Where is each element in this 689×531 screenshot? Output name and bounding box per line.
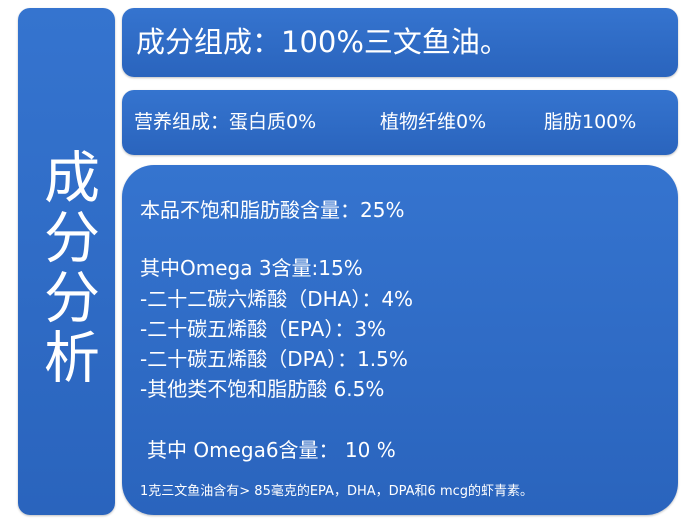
footnote: 1克三文鱼油含有> 85毫克的EPA，DHA，DPA和6 mcg的虾青素。 xyxy=(140,484,534,499)
detail-line: -二十二碳六烯酸（DHA）：4% xyxy=(140,287,414,311)
detail-line: 其中 Omega6含量： 10 % xyxy=(147,438,396,462)
side-title: 成分分析 xyxy=(34,148,100,388)
detail-line: 本品不饱和脂肪酸含量：25% xyxy=(140,198,405,222)
header-panel: 成分组成：100%三文鱼油。 xyxy=(122,8,678,77)
details-panel: 本品不饱和脂肪酸含量：25% 其中Omega 3含量:15% -二十二碳六烯酸（… xyxy=(122,165,678,515)
header-title: 成分组成：100%三文鱼油。 xyxy=(136,25,509,59)
nutrition-item: 营养组成：蛋白质0% xyxy=(134,111,317,133)
detail-line: -二十碳五烯酸（DPA）：1.5% xyxy=(140,347,408,371)
nutrition-item: 植物纤维0% xyxy=(380,111,487,133)
detail-line: -二十碳五烯酸（EPA）：3% xyxy=(140,317,387,341)
detail-line: -其他类不饱和脂肪酸 6.5% xyxy=(140,377,385,401)
side-panel: 成分分析 xyxy=(18,8,115,515)
nutrition-panel: 营养组成：蛋白质0% 植物纤维0% 脂肪100% xyxy=(122,90,678,155)
detail-line: 其中Omega 3含量:15% xyxy=(140,256,363,280)
nutrition-item: 脂肪100% xyxy=(544,111,637,133)
